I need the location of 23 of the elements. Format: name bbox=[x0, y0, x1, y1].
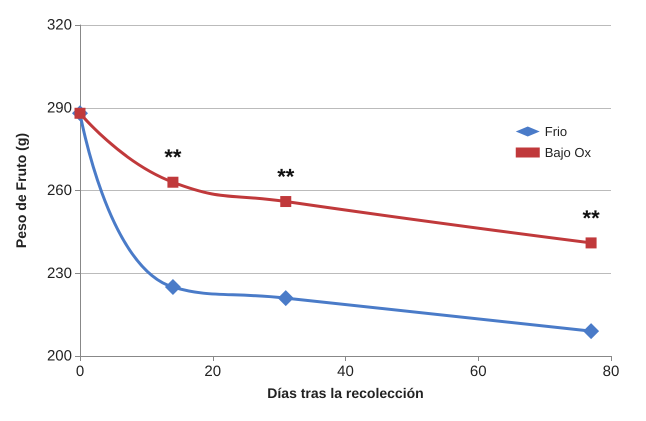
legend-label: Frio bbox=[544, 124, 568, 139]
point bbox=[280, 196, 292, 208]
x-tick-label: 40 bbox=[337, 363, 354, 380]
point bbox=[586, 237, 597, 248]
y-tick-label: 230 bbox=[46, 264, 72, 282]
y-tick-label: 200 bbox=[46, 348, 72, 364]
annotation: ** bbox=[277, 164, 295, 190]
point bbox=[167, 176, 178, 188]
x-tick-label: 80 bbox=[602, 363, 620, 380]
annotation: ** bbox=[164, 144, 182, 170]
y-tick-label: 290 bbox=[46, 99, 72, 116]
x-tick-label: 0 bbox=[76, 363, 84, 380]
point bbox=[164, 279, 181, 296]
x-tick-label: 20 bbox=[204, 363, 222, 380]
y-tick-label: 260 bbox=[46, 182, 72, 199]
legend-label: Bajo Ox bbox=[544, 145, 592, 160]
x-tick-label: 60 bbox=[470, 363, 487, 380]
y-tick-label: 320 bbox=[46, 16, 72, 34]
y-axis-title: Peso de Fruto (g) bbox=[13, 132, 29, 248]
x-axis-title: Días tras la recolección bbox=[267, 385, 424, 401]
annotation: ** bbox=[582, 205, 600, 230]
point bbox=[583, 323, 600, 340]
point bbox=[278, 290, 294, 306]
